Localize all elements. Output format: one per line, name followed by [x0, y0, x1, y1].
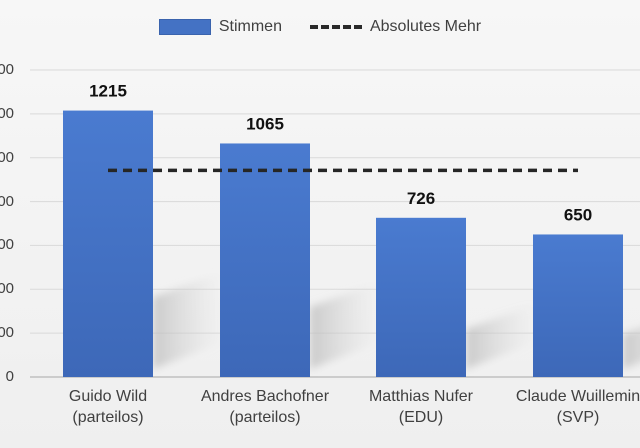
legend-label-stimmen: Stimmen — [218, 18, 282, 35]
bar — [533, 234, 623, 377]
y-tick-label: 00 — [0, 192, 14, 210]
legend-item-stimmen: Stimmen — [158, 18, 282, 36]
data-label: 1065 — [246, 114, 284, 133]
y-tick-label: 00 — [0, 104, 14, 122]
data-label: 726 — [407, 189, 435, 208]
legend-swatch-bar — [158, 19, 211, 35]
category-label-line: Claude Wuillemin — [515, 388, 640, 405]
y-tick-label: 00 — [0, 324, 14, 342]
category-label-line: (parteilos) — [72, 409, 144, 426]
category-label: Guido Wild (parteilos) — [23, 386, 193, 428]
y-tick-label: 00 — [0, 61, 14, 78]
category-label: Claude Wuillemin (SVP) — [493, 386, 640, 428]
bar-shadows — [153, 272, 640, 369]
category-label-line: Andres Bachofner — [200, 388, 330, 405]
legend-swatch-dashed-line — [309, 25, 362, 29]
bar-shadow — [310, 281, 380, 369]
y-tick-label: 00 — [0, 236, 14, 254]
category-label: Andres Bachofner (parteilos) — [180, 386, 350, 428]
category-label-line: (EDU) — [398, 409, 444, 426]
legend-label-absolutes-mehr: Absolutes Mehr — [369, 18, 482, 35]
bar-shadow — [623, 328, 640, 369]
bar — [63, 110, 153, 377]
bar — [376, 217, 466, 377]
data-label: 1215 — [89, 82, 127, 101]
bar-shadow — [466, 304, 536, 369]
bars — [63, 110, 623, 377]
category-label-line: Guido Wild — [68, 388, 148, 405]
y-tick-label: 00 — [0, 280, 14, 298]
y-tick-label: 00 — [0, 148, 14, 166]
legend: Stimmen Absolutes Mehr — [0, 18, 640, 36]
category-label: Matthias Nufer (EDU) — [336, 386, 506, 428]
bar-shadow — [153, 272, 223, 369]
y-tick-label: 0 — [5, 368, 14, 385]
bar — [220, 143, 310, 377]
category-label-line: Matthias Nufer — [368, 388, 474, 405]
data-labels: 1215 1065 726 650 — [89, 82, 592, 225]
category-label-line: (parteilos) — [229, 409, 301, 426]
legend-item-absolutes-mehr: Absolutes Mehr — [309, 18, 482, 36]
data-label: 650 — [564, 205, 592, 224]
category-label-line: (SVP) — [556, 409, 600, 426]
